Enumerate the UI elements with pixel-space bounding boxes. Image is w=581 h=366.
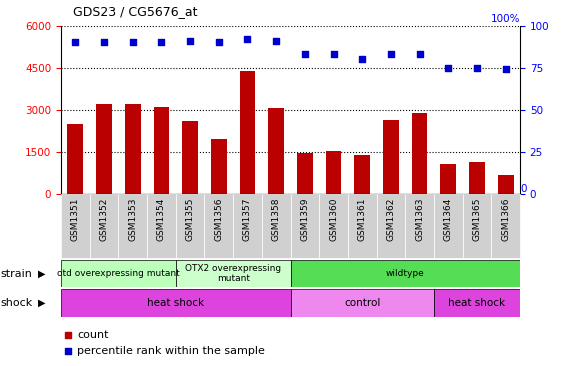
Point bbox=[71, 40, 80, 45]
Text: GSM1361: GSM1361 bbox=[358, 197, 367, 241]
Point bbox=[99, 40, 109, 45]
Bar bbox=[119, 194, 147, 258]
Point bbox=[415, 51, 424, 57]
Text: GSM1363: GSM1363 bbox=[415, 197, 424, 241]
Bar bbox=[211, 139, 227, 194]
Text: GSM1364: GSM1364 bbox=[444, 197, 453, 240]
Text: 100%: 100% bbox=[490, 14, 520, 24]
Bar bbox=[61, 194, 89, 258]
Bar bbox=[239, 71, 256, 194]
Text: GSM1358: GSM1358 bbox=[272, 197, 281, 241]
Bar bbox=[434, 194, 462, 258]
Text: percentile rank within the sample: percentile rank within the sample bbox=[77, 347, 265, 356]
Bar bbox=[147, 194, 175, 258]
Bar bbox=[262, 194, 290, 258]
Text: GSM1353: GSM1353 bbox=[128, 197, 137, 241]
Bar bbox=[440, 164, 456, 194]
Bar bbox=[175, 194, 205, 258]
Point bbox=[214, 40, 224, 45]
Bar bbox=[61, 260, 175, 287]
Bar bbox=[434, 289, 520, 317]
Bar bbox=[348, 194, 376, 258]
Bar bbox=[125, 104, 141, 194]
Text: shock: shock bbox=[1, 298, 33, 308]
Text: GSM1352: GSM1352 bbox=[99, 197, 109, 240]
Text: GSM1366: GSM1366 bbox=[501, 197, 510, 241]
Point bbox=[185, 38, 195, 44]
Bar bbox=[67, 124, 83, 194]
Bar bbox=[462, 194, 492, 258]
Bar bbox=[182, 121, 198, 194]
Text: count: count bbox=[77, 330, 109, 340]
Point bbox=[329, 51, 338, 57]
Bar bbox=[290, 289, 434, 317]
Text: GDS23 / CG5676_at: GDS23 / CG5676_at bbox=[73, 5, 197, 18]
Text: 0: 0 bbox=[520, 184, 526, 194]
Bar bbox=[406, 194, 434, 258]
Bar bbox=[492, 194, 520, 258]
Point bbox=[444, 65, 453, 71]
Text: GSM1362: GSM1362 bbox=[386, 197, 396, 240]
Bar bbox=[376, 194, 406, 258]
Bar bbox=[412, 113, 428, 194]
Point bbox=[128, 40, 137, 45]
Bar bbox=[89, 194, 119, 258]
Text: GSM1359: GSM1359 bbox=[300, 197, 309, 241]
Text: GSM1351: GSM1351 bbox=[71, 197, 80, 241]
Bar bbox=[469, 162, 485, 194]
Point bbox=[243, 36, 252, 42]
Point bbox=[501, 67, 510, 72]
Text: heat shock: heat shock bbox=[449, 298, 505, 308]
Bar bbox=[61, 289, 290, 317]
Point bbox=[349, 124, 358, 130]
Bar bbox=[319, 194, 348, 258]
Point bbox=[386, 51, 396, 57]
Point bbox=[300, 51, 310, 57]
Bar bbox=[96, 104, 112, 194]
Bar bbox=[205, 194, 233, 258]
Text: GSM1360: GSM1360 bbox=[329, 197, 338, 241]
Point bbox=[472, 65, 482, 71]
Text: ▶: ▶ bbox=[38, 298, 45, 308]
Bar bbox=[325, 151, 342, 194]
Bar bbox=[354, 155, 370, 194]
Text: heat shock: heat shock bbox=[147, 298, 205, 308]
Text: otd overexpressing mutant: otd overexpressing mutant bbox=[57, 269, 180, 278]
Text: GSM1354: GSM1354 bbox=[157, 197, 166, 240]
Bar bbox=[233, 194, 262, 258]
Bar bbox=[175, 260, 290, 287]
Point bbox=[357, 56, 367, 62]
Bar bbox=[153, 107, 169, 194]
Bar bbox=[268, 108, 284, 194]
Text: ▶: ▶ bbox=[38, 269, 45, 279]
Bar bbox=[290, 194, 319, 258]
Text: OTX2 overexpressing
mutant: OTX2 overexpressing mutant bbox=[185, 264, 281, 283]
Text: strain: strain bbox=[1, 269, 33, 279]
Bar bbox=[297, 153, 313, 194]
Bar bbox=[498, 175, 514, 194]
Point bbox=[271, 38, 281, 44]
Text: GSM1365: GSM1365 bbox=[472, 197, 482, 241]
Text: control: control bbox=[344, 298, 381, 308]
Bar bbox=[383, 120, 399, 194]
Text: GSM1357: GSM1357 bbox=[243, 197, 252, 241]
Text: wildtype: wildtype bbox=[386, 269, 425, 278]
Text: GSM1355: GSM1355 bbox=[185, 197, 195, 241]
Point bbox=[349, 273, 358, 279]
Point bbox=[157, 40, 166, 45]
Text: GSM1356: GSM1356 bbox=[214, 197, 223, 241]
Bar bbox=[290, 260, 520, 287]
